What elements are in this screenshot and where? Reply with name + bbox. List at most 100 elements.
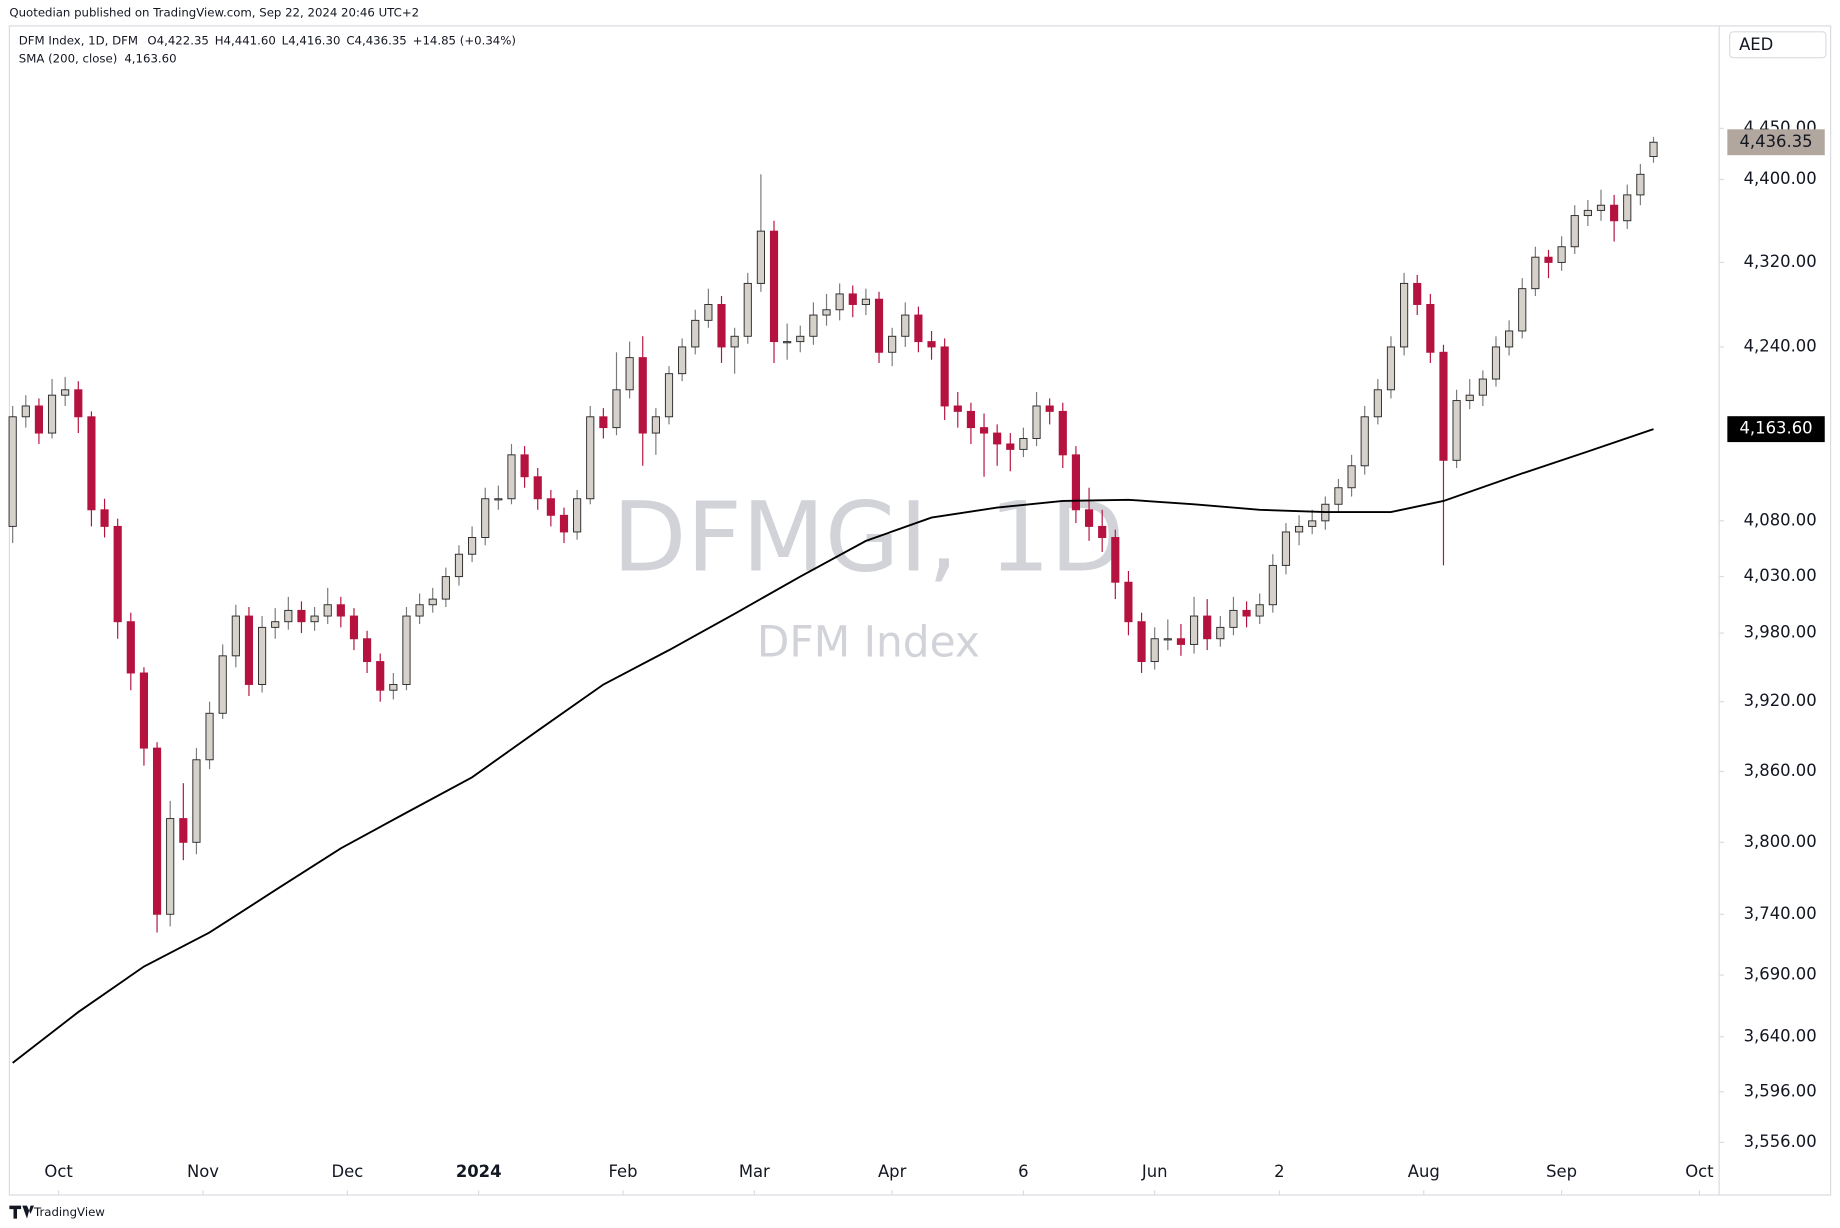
y-tick-label: 4,400.00: [1744, 169, 1817, 188]
currency-box[interactable]: [1729, 31, 1827, 59]
candle-body: [244, 615, 254, 685]
candle-body: [1491, 346, 1501, 380]
candle-body: [1360, 416, 1369, 467]
sma-line: [12, 428, 1654, 1064]
candle-body: [1124, 581, 1133, 623]
candle-body: [231, 615, 240, 657]
candle-body: [507, 454, 516, 500]
publisher-note: Quotedian published on TradingView.com, …: [9, 5, 419, 19]
candle-body: [809, 314, 818, 337]
candle-body: [730, 335, 739, 348]
candle-body: [638, 357, 647, 434]
candle-body: [1189, 615, 1199, 645]
y-tick-label: 4,320.00: [1744, 252, 1817, 271]
x-tick-label: Apr: [878, 1162, 907, 1181]
sma-legend-name: SMA (200, close): [19, 51, 118, 65]
y-tick-label: 3,740.00: [1744, 904, 1817, 923]
y-tick-label: 4,080.00: [1744, 510, 1817, 529]
candle-body: [586, 416, 595, 500]
candle-body: [179, 818, 188, 843]
candle-body: [835, 293, 844, 311]
y-tick-label: 3,800.00: [1744, 832, 1817, 851]
candle-body: [61, 389, 70, 396]
candle-body: [126, 621, 135, 674]
legend-ohlc: C4,436.35: [346, 34, 406, 48]
candle-body: [336, 604, 345, 617]
candle-body: [1531, 256, 1540, 290]
y-tick-label: 3,980.00: [1744, 623, 1817, 642]
candle-body: [1111, 537, 1120, 583]
candle-body: [993, 432, 1002, 445]
currency[interactable]: AED: [1739, 35, 1773, 54]
candle-body: [100, 509, 109, 527]
candle-body: [1334, 487, 1343, 505]
x-tick-label: Jun: [1141, 1162, 1168, 1181]
candle-body: [1570, 215, 1579, 248]
candle-body: [901, 314, 910, 337]
candle-body: [1084, 509, 1094, 527]
candle-body: [1623, 194, 1632, 222]
x-tick-label: Dec: [332, 1162, 364, 1181]
candle-body: [691, 319, 700, 348]
y-tick-label: 3,860.00: [1744, 761, 1817, 780]
candle-body: [376, 661, 385, 691]
watermark-name: DFM Index: [757, 618, 980, 667]
candle-body: [599, 416, 608, 429]
candle-body: [979, 427, 989, 434]
legend-ohlc: +14.85 (+0.34%): [413, 34, 516, 48]
candle-body: [1019, 438, 1028, 450]
candle-body: [284, 609, 293, 623]
candle-body: [1544, 256, 1553, 263]
y-tick-label: 4,030.00: [1744, 566, 1817, 585]
candle-body: [389, 683, 398, 691]
candle-body: [1649, 141, 1658, 158]
candle-body: [74, 389, 83, 418]
candle-body: [1058, 410, 1067, 456]
candle-body: [454, 553, 464, 578]
candle-body: [704, 304, 713, 321]
candle-body: [1229, 609, 1238, 628]
candle-body: [257, 626, 267, 685]
candle-body: [8, 416, 17, 527]
candle-body: [1505, 330, 1514, 348]
y-tick-label: 3,640.00: [1744, 1026, 1817, 1045]
candle-body: [966, 410, 975, 429]
candle-body: [297, 609, 306, 623]
candle-body: [1413, 282, 1422, 305]
candle-body: [218, 655, 227, 714]
candle-body: [21, 405, 30, 418]
candle-body: [1478, 378, 1487, 396]
x-tick-label: Aug: [1408, 1162, 1440, 1181]
candle-body: [651, 416, 660, 434]
candle-body: [363, 638, 372, 663]
candle-body: [428, 598, 437, 606]
legend-ohlc: O4,422.35: [147, 34, 208, 48]
watermark-symbol: DFMGI, 1D: [612, 481, 1124, 593]
candle-body: [756, 230, 765, 284]
candle-body: [1557, 246, 1566, 263]
price-badge-label: 4,436.35: [1740, 132, 1813, 151]
candle-body: [1098, 525, 1107, 538]
candle-body: [87, 416, 96, 511]
candle-body: [1347, 465, 1356, 489]
candle-body: [533, 476, 542, 500]
candle-body: [914, 314, 923, 343]
legend-ohlc: L4,416.30: [282, 34, 341, 48]
candle-body: [1596, 204, 1606, 211]
candle-body: [1373, 389, 1382, 418]
candle-body: [822, 309, 831, 316]
frame: [8, 25, 1832, 1196]
y-tick-label: 4,240.00: [1744, 336, 1817, 355]
candle-body: [1295, 525, 1304, 533]
candle-body: [271, 621, 280, 628]
candle-body: [1150, 638, 1159, 663]
candle-body: [1163, 638, 1172, 641]
candle-body: [573, 498, 582, 533]
candle-body: [888, 335, 897, 353]
candle-body: [848, 293, 857, 305]
candle-body: [861, 298, 870, 305]
candle-body: [1610, 204, 1619, 222]
candle-body: [1045, 405, 1054, 412]
candle-body: [481, 498, 490, 538]
